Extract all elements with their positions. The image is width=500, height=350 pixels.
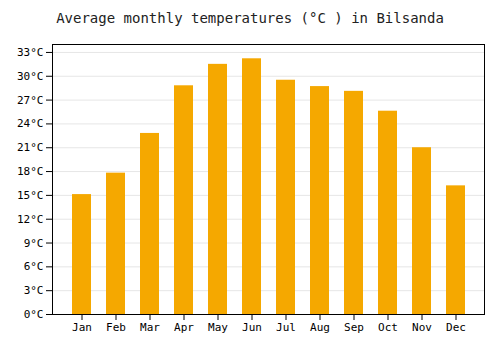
svg-text:9°C: 9°C xyxy=(24,237,44,250)
svg-text:Aug: Aug xyxy=(310,321,330,334)
svg-text:33°C: 33°C xyxy=(17,46,44,59)
svg-text:Nov: Nov xyxy=(412,321,432,334)
svg-text:Sep: Sep xyxy=(344,321,364,334)
svg-text:Jan: Jan xyxy=(72,321,92,334)
svg-text:6°C: 6°C xyxy=(24,260,44,273)
svg-text:Oct: Oct xyxy=(378,321,398,334)
svg-text:0°C: 0°C xyxy=(24,308,44,321)
svg-text:Feb: Feb xyxy=(106,321,126,334)
svg-text:21°C: 21°C xyxy=(17,141,44,154)
html-text:Average monthly temperatures (: Average monthly temperatures (°C ) in Bi… xyxy=(56,10,444,26)
svg-text:30°C: 30°C xyxy=(17,70,44,83)
svg-text:18°C: 18°C xyxy=(17,165,44,178)
svg-text:15°C: 15°C xyxy=(17,189,44,202)
svg-text:Apr: Apr xyxy=(174,321,194,334)
svg-text:May: May xyxy=(208,321,228,334)
svg-text:27°C: 27°C xyxy=(17,94,44,107)
svg-text:Dec: Dec xyxy=(446,321,466,334)
svg-text:24°C: 24°C xyxy=(17,117,44,130)
svg-text:Jun: Jun xyxy=(242,321,262,334)
svg-text:3°C: 3°C xyxy=(24,284,44,297)
svg-text:12°C: 12°C xyxy=(17,213,44,226)
svg-text:Jul: Jul xyxy=(276,321,296,334)
svg-text:Mar: Mar xyxy=(140,321,160,334)
